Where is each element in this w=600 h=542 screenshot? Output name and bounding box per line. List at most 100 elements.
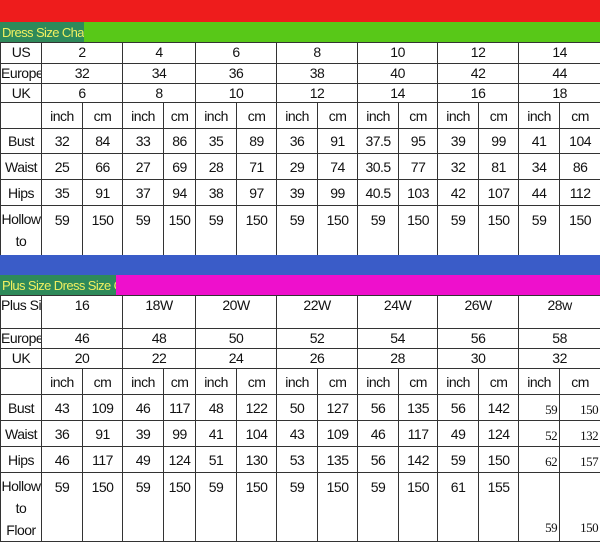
unit-inch-label: inch [123, 103, 164, 129]
inch-value-cell: 29 [277, 154, 318, 180]
inch-value-cell: 33 [123, 129, 164, 154]
dress-title-bar: Dress Size Chart [0, 22, 600, 42]
unit-inch-label: inch [42, 369, 83, 395]
europe-size-cell: 52 [277, 329, 358, 349]
us-size-cell: 6 [196, 43, 277, 64]
cm-value-cell: 86 [164, 129, 196, 154]
europe-size-cell: 40 [358, 64, 438, 84]
us-size-cell: 8 [277, 43, 358, 64]
inch-value-cell: 56 [358, 395, 399, 421]
inch-value-cell: 62 [519, 447, 560, 473]
us-size-cell: 12 [438, 43, 519, 64]
unit-cm-label: cm [399, 369, 438, 395]
inch-value-cell: 53 [277, 447, 318, 473]
europe-label: Europe [1, 329, 42, 349]
dress-chart-title: Dress Size Chart [0, 22, 84, 42]
europe-size-cell: 46 [42, 329, 123, 349]
cm-value-cell: 122 [237, 395, 277, 421]
inch-value-cell: 49 [438, 421, 479, 447]
inch-value-cell: 48 [196, 395, 237, 421]
inch-value-cell: 46 [358, 421, 399, 447]
unit-inch-label: inch [358, 369, 399, 395]
inch-value-cell: 44 [519, 180, 560, 206]
inch-value-cell: 51 [196, 447, 237, 473]
unit-inch-label: inch [42, 103, 83, 129]
us-size-cell: 18W [123, 296, 196, 329]
cm-value-cell: 109 [83, 395, 123, 421]
measurement-label: Waist [1, 154, 42, 180]
unit-cm-label: cm [237, 369, 277, 395]
inch-value-cell: 30.5 [358, 154, 399, 180]
inch-value-cell: 36 [42, 421, 83, 447]
cm-value-cell: 84 [83, 129, 123, 154]
europe-size-cell: 58 [519, 329, 600, 349]
uk-size-cell: 16 [438, 84, 519, 103]
europe-size-cell: 50 [196, 329, 277, 349]
inch-value-cell: 59 [277, 473, 318, 542]
us-label: Plus Si... [1, 296, 42, 329]
uk-label: UK [1, 349, 42, 369]
europe-size-cell: 48 [123, 329, 196, 349]
cm-value-cell: 135 [318, 447, 358, 473]
inch-value-cell: 39 [438, 129, 479, 154]
cm-value-cell: 112 [560, 180, 600, 206]
cm-value-cell: 135 [399, 395, 438, 421]
cm-value-cell: 66 [83, 154, 123, 180]
measurement-label: Hips [1, 180, 42, 206]
middle-blue-band [0, 255, 600, 275]
cm-value-cell: 94 [164, 180, 196, 206]
inch-value-cell: 28 [196, 154, 237, 180]
cm-value-cell: 107 [479, 180, 519, 206]
unit-cm-label: cm [560, 369, 600, 395]
inch-value-cell: 59 [438, 447, 479, 473]
cm-value-cell: 150 [318, 473, 358, 542]
cm-value-cell: 89 [237, 129, 277, 154]
uk-size-cell: 26 [277, 349, 358, 369]
cm-value-cell: 99 [164, 421, 196, 447]
europe-label: Europe [1, 64, 42, 84]
us-size-cell: 22W [277, 296, 358, 329]
inch-value-cell: 40.5 [358, 180, 399, 206]
uk-size-cell: 14 [358, 84, 438, 103]
unit-inch-label: inch [519, 369, 560, 395]
inch-value-cell: 39 [123, 421, 164, 447]
blank-cell [1, 103, 42, 129]
cm-value-cell: 150 [479, 447, 519, 473]
inch-value-cell: 61 [438, 473, 479, 542]
cm-value-cell: 132 [560, 421, 600, 447]
unit-cm-label: cm [318, 103, 358, 129]
unit-cm-label: cm [399, 103, 438, 129]
inch-value-cell: 59 [123, 473, 164, 542]
cm-value-cell: 150 [237, 473, 277, 542]
inch-value-cell: 41 [196, 421, 237, 447]
unit-inch-label: inch [123, 369, 164, 395]
measurement-label: Hips [1, 447, 42, 473]
us-size-cell: 14 [519, 43, 600, 64]
unit-cm-label: cm [164, 103, 196, 129]
inch-value-cell: 59 [42, 473, 83, 542]
inch-value-cell: 59 [519, 395, 560, 421]
cm-value-cell: 91 [318, 129, 358, 154]
cm-value-cell: 77 [399, 154, 438, 180]
unit-cm-label: cm [479, 369, 519, 395]
us-size-cell: 26W [438, 296, 519, 329]
uk-size-cell: 32 [519, 349, 600, 369]
inch-value-cell: 43 [42, 395, 83, 421]
cm-value-cell: 155 [479, 473, 519, 542]
uk-size-cell: 28 [358, 349, 438, 369]
inch-value-cell: 32 [42, 129, 83, 154]
measurement-label: Waist [1, 421, 42, 447]
unit-inch-label: inch [196, 103, 237, 129]
